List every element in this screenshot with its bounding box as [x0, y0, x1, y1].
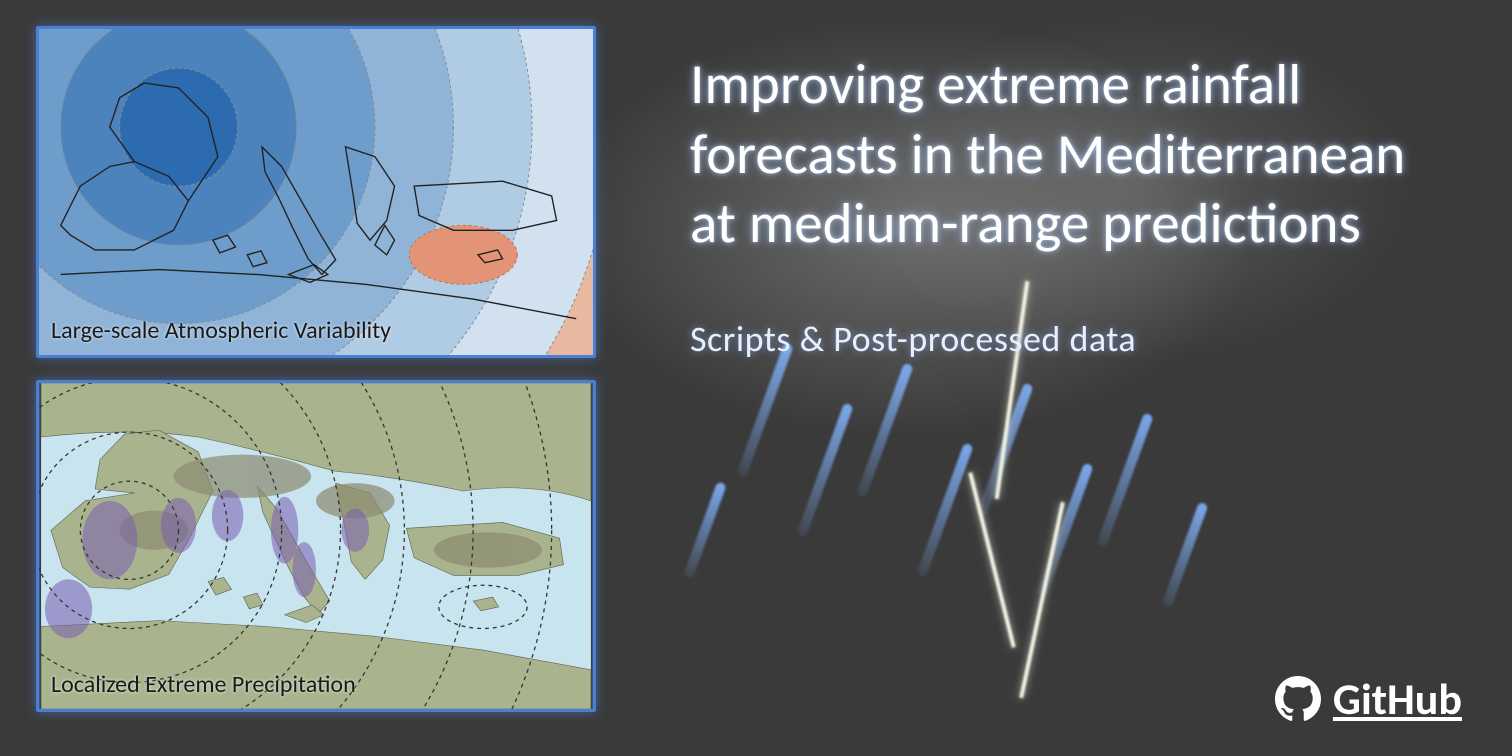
panel-bottom-caption: Localized Extreme Precipitation [51, 670, 356, 699]
panel-top-caption: Large-scale Atmospheric Variability [51, 316, 391, 345]
banner-title: Improving extreme rainfall forecasts in … [690, 50, 1452, 259]
panel-atmospheric-variability: Large-scale Atmospheric Variability [36, 26, 596, 358]
github-label: GitHub [1333, 672, 1462, 726]
map-atmospheric-svg [39, 29, 593, 355]
map-precip-svg [39, 383, 593, 709]
banner-subtitle: Scripts & Post-processed data [690, 317, 1452, 361]
github-link[interactable]: GitHub [1275, 672, 1462, 726]
panel-extreme-precipitation: Localized Extreme Precipitation [36, 380, 596, 712]
maps-column: Large-scale Atmospheric Variability [36, 26, 596, 712]
text-column: Improving extreme rainfall forecasts in … [690, 50, 1452, 361]
banner-root: Large-scale Atmospheric Variability [0, 0, 1512, 756]
github-icon [1275, 676, 1321, 722]
